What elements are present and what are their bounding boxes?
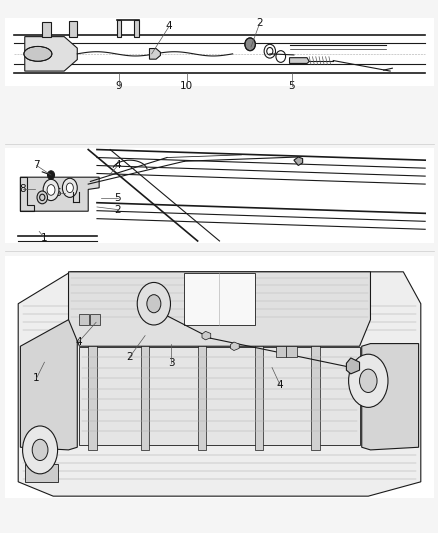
- Polygon shape: [117, 20, 121, 37]
- Polygon shape: [286, 346, 296, 357]
- Ellipse shape: [137, 282, 170, 325]
- Text: 7: 7: [33, 160, 40, 171]
- Text: 6: 6: [54, 188, 61, 198]
- Ellipse shape: [348, 354, 387, 407]
- Polygon shape: [149, 49, 160, 59]
- Polygon shape: [68, 21, 77, 37]
- Ellipse shape: [244, 38, 255, 51]
- Text: 2: 2: [114, 205, 121, 215]
- Text: 10: 10: [180, 81, 193, 91]
- Text: 4: 4: [114, 160, 121, 171]
- Polygon shape: [201, 332, 210, 340]
- Ellipse shape: [66, 183, 73, 192]
- Polygon shape: [289, 58, 308, 63]
- Ellipse shape: [147, 295, 160, 313]
- Polygon shape: [79, 348, 359, 445]
- Ellipse shape: [24, 46, 52, 61]
- Text: 2: 2: [256, 18, 262, 28]
- Polygon shape: [88, 344, 97, 450]
- Ellipse shape: [43, 179, 59, 200]
- Ellipse shape: [32, 439, 48, 461]
- Text: 1: 1: [33, 373, 40, 383]
- Polygon shape: [230, 342, 239, 351]
- Polygon shape: [78, 314, 89, 325]
- Text: 5: 5: [114, 193, 121, 204]
- Text: 8: 8: [19, 184, 26, 195]
- Polygon shape: [275, 346, 286, 357]
- Polygon shape: [68, 272, 370, 346]
- Text: 3: 3: [168, 358, 174, 368]
- Polygon shape: [42, 22, 51, 37]
- Text: 2: 2: [126, 352, 133, 362]
- Polygon shape: [18, 272, 420, 496]
- Text: 4: 4: [276, 379, 283, 390]
- Polygon shape: [25, 464, 57, 482]
- Polygon shape: [361, 344, 418, 450]
- Text: 5: 5: [288, 81, 294, 91]
- Polygon shape: [346, 358, 359, 374]
- Ellipse shape: [62, 178, 77, 197]
- Polygon shape: [254, 344, 263, 450]
- Ellipse shape: [47, 171, 54, 179]
- Polygon shape: [134, 20, 138, 37]
- Polygon shape: [311, 344, 319, 450]
- Polygon shape: [20, 320, 77, 450]
- Polygon shape: [89, 314, 100, 325]
- FancyBboxPatch shape: [5, 148, 433, 243]
- Polygon shape: [184, 273, 254, 325]
- Ellipse shape: [359, 369, 376, 392]
- FancyBboxPatch shape: [5, 18, 433, 86]
- Polygon shape: [20, 177, 99, 211]
- Text: 4: 4: [166, 21, 172, 31]
- Polygon shape: [197, 344, 206, 450]
- Text: 9: 9: [115, 81, 122, 91]
- Text: 4: 4: [75, 337, 82, 347]
- Text: 1: 1: [41, 233, 48, 243]
- Ellipse shape: [22, 426, 57, 474]
- Polygon shape: [293, 157, 302, 165]
- Polygon shape: [141, 344, 149, 450]
- FancyBboxPatch shape: [5, 256, 433, 498]
- Polygon shape: [25, 37, 77, 71]
- Ellipse shape: [37, 191, 47, 204]
- Ellipse shape: [47, 184, 55, 195]
